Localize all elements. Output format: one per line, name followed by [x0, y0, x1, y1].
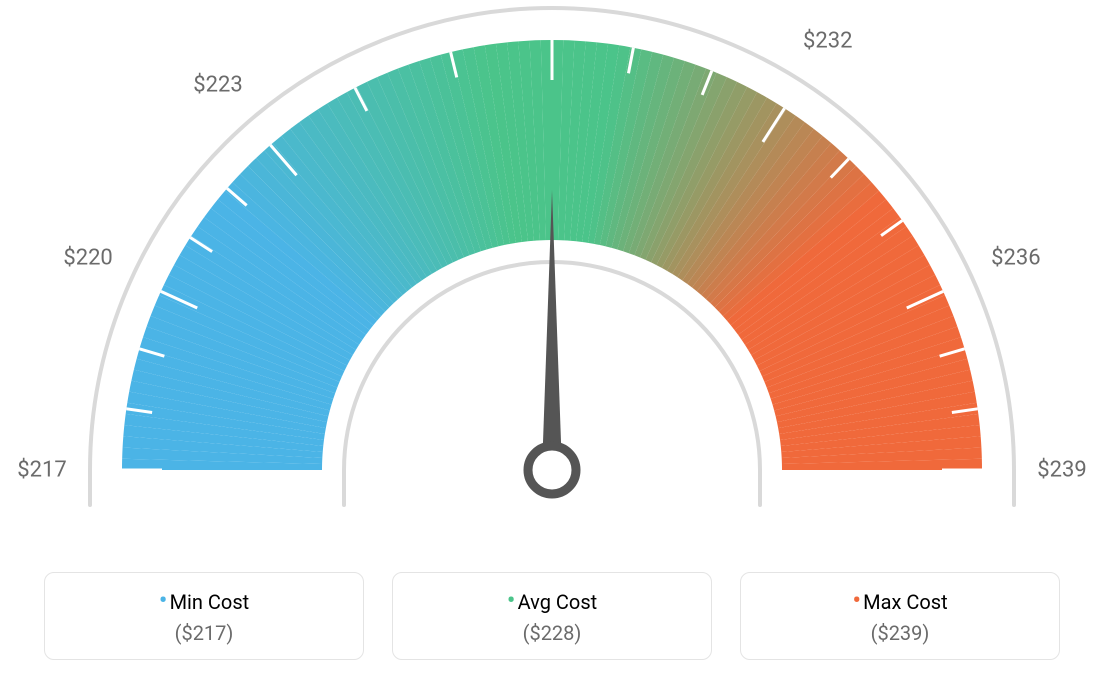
gauge-tick-label: $220 [63, 246, 112, 271]
cost-gauge: $217$220$223$228$232$236$239 [0, 0, 1104, 560]
legend-value-min: ($217) [55, 621, 353, 645]
gauge-tick-label: $232 [803, 28, 852, 53]
legend-row: • Min Cost ($217) • Avg Cost ($228) • Ma… [0, 572, 1104, 660]
legend-card-max: • Max Cost ($239) [740, 572, 1060, 660]
legend-title-min: • Min Cost [159, 589, 249, 615]
gauge-needle-hub [528, 446, 576, 494]
bullet-icon: • [852, 588, 861, 614]
gauge-tick-label: $239 [1037, 458, 1086, 483]
gauge-tick-label: $223 [193, 72, 242, 97]
gauge-svg [0, 0, 1104, 560]
legend-title-avg: • Avg Cost [507, 589, 597, 615]
bullet-icon: • [507, 588, 516, 614]
legend-label-min: Min Cost [170, 590, 250, 614]
bullet-icon: • [159, 588, 168, 614]
legend-label-max: Max Cost [863, 590, 948, 614]
legend-card-min: • Min Cost ($217) [44, 572, 364, 660]
gauge-tick-label: $217 [17, 458, 66, 483]
legend-card-avg: • Avg Cost ($228) [392, 572, 712, 660]
legend-title-max: • Max Cost [852, 589, 947, 615]
gauge-tick-label: $236 [991, 246, 1040, 271]
legend-value-max: ($239) [751, 621, 1049, 645]
legend-value-avg: ($228) [403, 621, 701, 645]
legend-label-avg: Avg Cost [518, 590, 598, 614]
